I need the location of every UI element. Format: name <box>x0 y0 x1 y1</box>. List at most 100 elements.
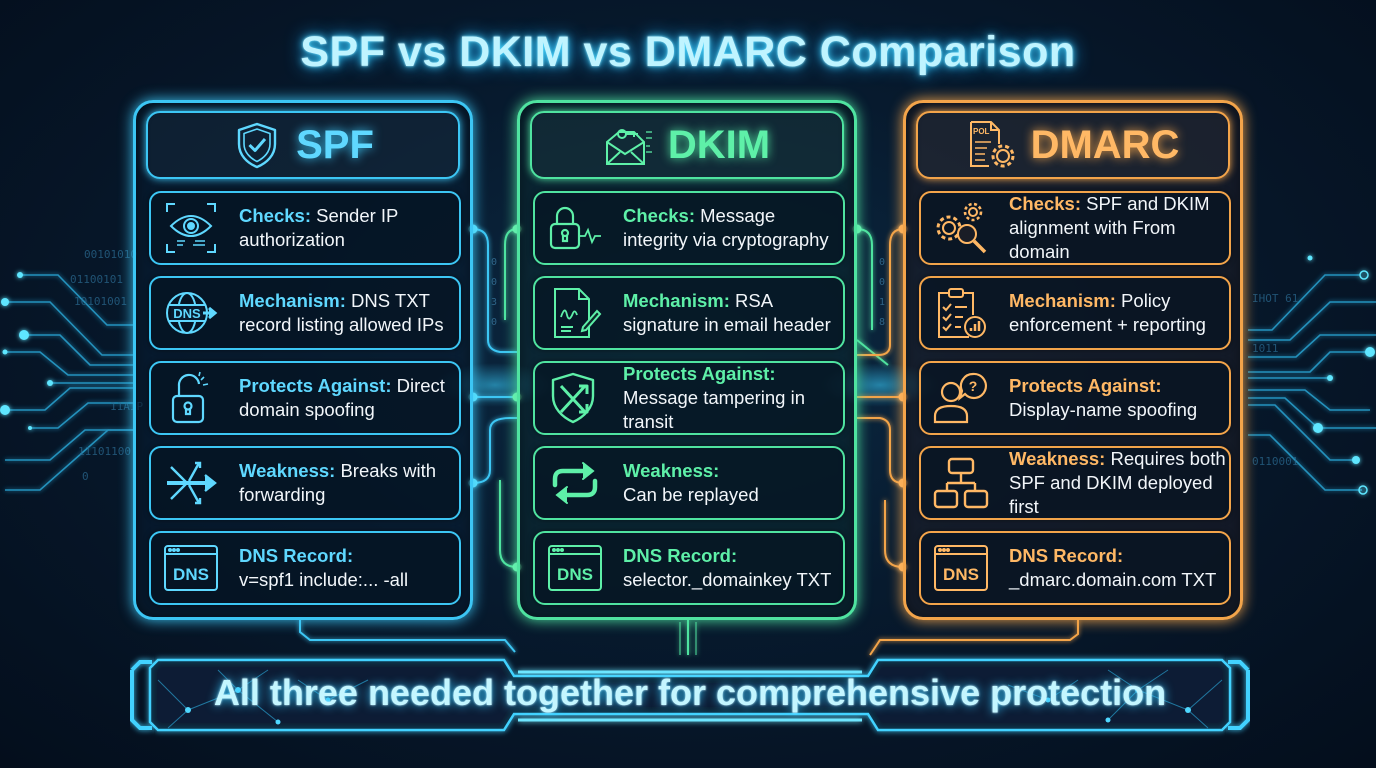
svg-text:0: 0 <box>491 257 497 268</box>
dkim-protects-text: Protects Against: Message tampering in t… <box>623 362 843 434</box>
padlock-pulse-icon <box>549 206 601 250</box>
eye-scan-icon <box>166 203 216 253</box>
split-arrows-icon <box>167 461 217 505</box>
row-value: v=spf1 include:... -all <box>239 569 409 590</box>
dns-window-icon: DNS <box>548 545 602 591</box>
replay-arrows-icon <box>552 462 598 504</box>
svg-text:1011: 1011 <box>1252 342 1279 355</box>
svg-text:01100101: 01100101 <box>70 273 123 286</box>
dkim-dns-record-text: DNS Record: selector._domainkey TXT <box>623 544 831 592</box>
spf-checks-text: Checks: Sender IP authorization <box>239 204 459 252</box>
dmarc-weakness-text: Weakness: Requires both SPF and DKIM dep… <box>1009 447 1229 519</box>
svg-text:0: 0 <box>879 277 885 288</box>
dns-globe-arrow-icon: DNS <box>166 292 218 334</box>
broken-lock-icon <box>171 371 209 424</box>
banner-frame <box>130 658 1250 732</box>
row-label: Checks: <box>1009 193 1081 214</box>
row-value: Breaks with forwarding <box>239 460 437 505</box>
dmarc-dns-record-text: DNS Record: _dmarc.domain.com TXT <box>1009 544 1216 592</box>
svg-text:1: 1 <box>879 297 885 308</box>
person-question-icon: ? <box>933 372 988 424</box>
row-label: Mechanism: <box>1009 290 1116 311</box>
dns-label: DNS <box>557 565 593 584</box>
dns-label: DNS <box>943 565 979 584</box>
row-label: Protects Against: <box>623 363 776 384</box>
banner-text: All three needed together for comprehens… <box>213 672 1167 713</box>
spf-column: SPF Checks: Sender IP authorization DNS … <box>133 100 473 620</box>
svg-text:0110001: 0110001 <box>1252 455 1298 468</box>
dkim-mechanism-card: Mechanism: RSA signature in email header <box>533 276 845 350</box>
row-value: Can be replayed <box>623 484 759 505</box>
gears-magnifier-icon <box>936 202 987 254</box>
dmarc-mechanism-card: Mechanism: Policy enforcement + reportin… <box>919 276 1231 350</box>
dkim-dns-record-card: DNS DNS Record: selector._domainkey TXT <box>533 531 845 605</box>
svg-text:IHOT 61: IHOT 61 <box>1252 292 1298 305</box>
clipboard-chart-icon <box>938 288 986 338</box>
row-label: Protects Against: <box>1009 375 1162 396</box>
dkim-checks-text: Checks: Message integrity via cryptograp… <box>623 204 843 252</box>
dkim-protects-card: Protects Against: Message tampering in t… <box>533 361 845 435</box>
dns-label: DNS <box>173 565 209 584</box>
svg-text:0: 0 <box>491 277 497 288</box>
svg-text:0: 0 <box>82 470 89 483</box>
dmarc-protects-card: ? Protects Against: Display-name spoofin… <box>919 361 1231 435</box>
spf-title: SPF <box>296 122 374 167</box>
row-value: Direct domain spoofing <box>239 375 445 420</box>
spf-checks-card: Checks: Sender IP authorization <box>149 191 461 265</box>
dkim-checks-card: Checks: Message integrity via cryptograp… <box>533 191 845 265</box>
dkim-mechanism-text: Mechanism: RSA signature in email header <box>623 289 843 337</box>
dkim-weakness-card: Weakness: Can be replayed <box>533 446 845 520</box>
spf-protects-card: Protects Against: Direct domain spoofing <box>149 361 461 435</box>
row-value: _dmarc.domain.com TXT <box>1009 569 1217 590</box>
spf-dns-record-text: DNS Record: v=spf1 include:... -all <box>239 544 408 592</box>
row-value: DNS TXT record listing allowed IPs <box>239 290 444 335</box>
svg-text:0: 0 <box>879 257 885 268</box>
dmarc-column: POL DMARC Checks: SPF and DKIM alignment… <box>903 100 1243 620</box>
dkim-weakness-text: Weakness: Can be replayed <box>623 459 759 507</box>
svg-text:0: 0 <box>491 317 497 328</box>
dmarc-mechanism-text: Mechanism: Policy enforcement + reportin… <box>1009 289 1229 337</box>
dmarc-checks-text: Checks: SPF and DKIM alignment with From… <box>1009 192 1229 264</box>
row-value: Display-name spoofing <box>1009 399 1198 420</box>
dmarc-title: DMARC <box>1030 122 1180 167</box>
row-value: Sender IP authorization <box>239 205 399 250</box>
row-label: Checks: <box>623 205 695 226</box>
spf-weakness-card: Weakness: Breaks with forwarding <box>149 446 461 520</box>
dmarc-weakness-card: Weakness: Requires both SPF and DKIM dep… <box>919 446 1231 520</box>
spf-mechanism-text: Mechanism: DNS TXT record listing allowe… <box>239 289 459 337</box>
signed-document-icon <box>554 288 602 338</box>
row-label: Weakness: <box>623 460 720 481</box>
row-value: Message integrity via cryptography <box>623 205 829 250</box>
row-label: Protects Against: <box>239 375 392 396</box>
row-label: DNS Record: <box>623 545 738 566</box>
row-value: RSA signature in email header <box>623 290 831 335</box>
row-label: Mechanism: <box>239 290 346 311</box>
svg-text:10101001: 10101001 <box>74 295 127 308</box>
svg-text:3: 3 <box>491 297 497 308</box>
dkim-title: DKIM <box>667 122 771 167</box>
spf-mechanism-card: DNS Mechanism: DNS TXT record listing al… <box>149 276 461 350</box>
row-label: Weakness: <box>1009 448 1106 469</box>
spf-weakness-text: Weakness: Breaks with forwarding <box>239 459 459 507</box>
row-value: SPF and DKIM alignment with From domain <box>1009 193 1210 262</box>
dkim-header: DKIM <box>530 111 844 179</box>
spf-header: SPF <box>146 111 460 179</box>
shield-check-icon <box>237 122 277 169</box>
spf-protects-text: Protects Against: Direct domain spoofing <box>239 374 459 422</box>
pol-label: POL <box>973 127 990 136</box>
row-label: DNS Record: <box>239 545 354 566</box>
row-value: Requires both SPF and DKIM deployed firs… <box>1009 448 1226 517</box>
svg-text:?: ? <box>969 378 978 394</box>
row-value: Message tampering in transit <box>623 387 806 432</box>
row-value: Policy enforcement + reporting <box>1009 290 1206 335</box>
shield-arrows-icon <box>551 372 595 424</box>
dmarc-checks-card: Checks: SPF and DKIM alignment with From… <box>919 191 1231 265</box>
hierarchy-icon <box>933 457 989 509</box>
row-label: DNS Record: <box>1009 545 1124 566</box>
svg-text:00101010: 00101010 <box>84 248 137 261</box>
spf-dns-record-card: DNS DNS Record: v=spf1 include:... -all <box>149 531 461 605</box>
dmarc-protects-text: Protects Against: Display-name spoofing <box>1009 374 1197 422</box>
dmarc-header: POL DMARC <box>916 111 1230 179</box>
dns-label: DNS <box>173 306 201 321</box>
row-label: Mechanism: <box>623 290 730 311</box>
